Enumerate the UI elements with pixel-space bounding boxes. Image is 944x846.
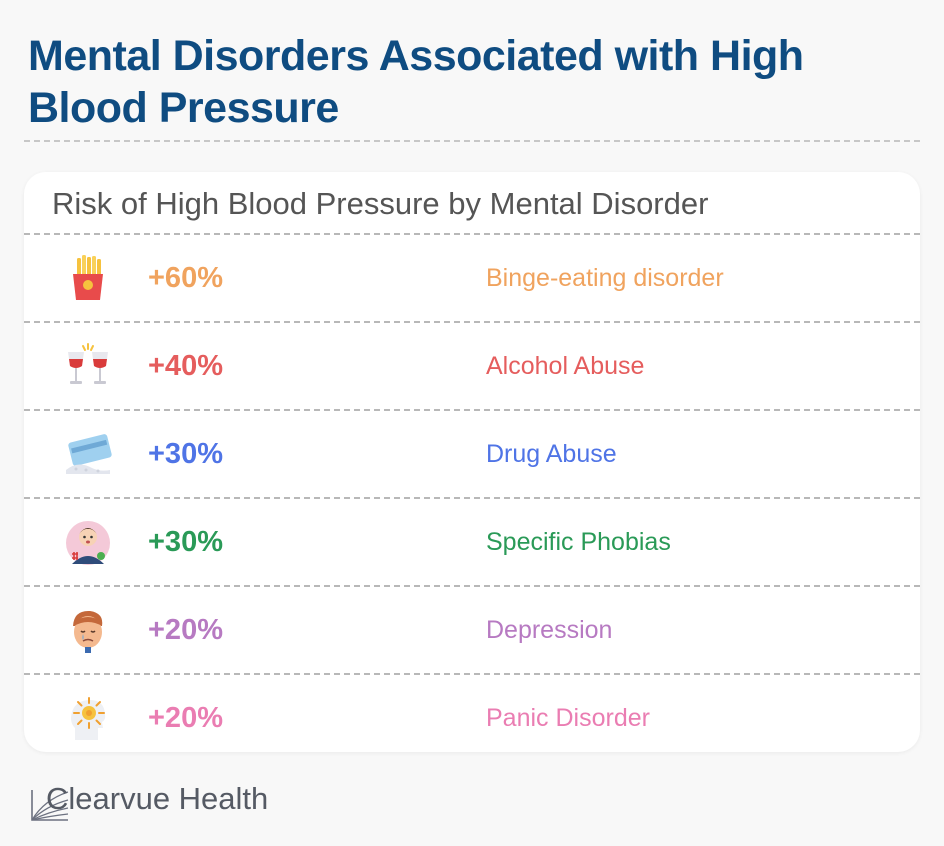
sad-face-icon: [64, 606, 112, 654]
brand-name: Clearvue Health: [46, 781, 269, 816]
panic-head-icon: [64, 694, 112, 742]
risk-percent: +30%: [148, 438, 223, 470]
disorder-label: Specific Phobias: [486, 528, 671, 556]
risk-row-alcohol-abuse: +40% Alcohol Abuse: [24, 321, 920, 409]
risk-row-binge-eating: +60% Binge-eating disorder: [24, 233, 920, 321]
risk-percent: +20%: [148, 702, 223, 734]
disorder-label: Drug Abuse: [486, 440, 617, 468]
risk-row-drug-abuse: +30% Drug Abuse: [24, 409, 920, 497]
card-powder-icon: [64, 430, 112, 478]
disorder-label: Binge-eating disorder: [486, 264, 724, 292]
title-divider: [24, 140, 920, 142]
scared-person-icon: [64, 518, 112, 566]
disorder-label: Depression: [486, 616, 613, 644]
risk-row-specific-phobias: +30% Specific Phobias: [24, 497, 920, 585]
page-title: Mental Disorders Associated with High Bl…: [28, 32, 804, 132]
risk-list: +60% Binge-eating disorder +40% Alcohol: [24, 233, 920, 761]
risk-percent: +30%: [148, 526, 223, 558]
disorder-label: Alcohol Abuse: [486, 352, 645, 380]
clearvue-logo-icon: [30, 788, 70, 822]
disorder-label: Panic Disorder: [486, 704, 650, 732]
risk-row-panic-disorder: +20% Panic Disorder: [24, 673, 920, 761]
french-fries-icon: [64, 254, 112, 302]
risk-card: Risk of High Blood Pressure by Mental Di…: [24, 172, 920, 752]
wine-glasses-icon: [64, 342, 112, 390]
card-title: Risk of High Blood Pressure by Mental Di…: [52, 186, 709, 221]
risk-percent: +60%: [148, 262, 223, 294]
risk-percent: +20%: [148, 614, 223, 646]
risk-percent: +40%: [148, 350, 223, 382]
risk-row-depression: +20% Depression: [24, 585, 920, 673]
